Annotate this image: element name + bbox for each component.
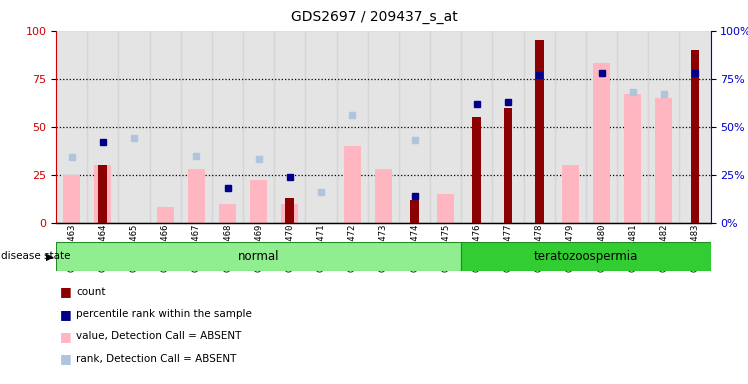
Bar — [337, 31, 368, 223]
Bar — [535, 40, 544, 223]
Bar — [617, 31, 649, 223]
Text: ■: ■ — [60, 285, 72, 298]
Bar — [462, 242, 711, 271]
Bar — [63, 175, 80, 223]
Bar — [524, 31, 555, 223]
Bar — [410, 200, 419, 223]
Bar — [375, 169, 392, 223]
Bar — [181, 31, 212, 223]
Bar — [473, 117, 481, 223]
Text: ■: ■ — [60, 308, 72, 321]
Text: GDS2697 / 209437_s_at: GDS2697 / 209437_s_at — [291, 10, 457, 23]
Bar — [88, 31, 118, 223]
Bar — [219, 204, 236, 223]
Bar — [555, 31, 586, 223]
Text: rank, Detection Call = ABSENT: rank, Detection Call = ABSENT — [76, 354, 236, 364]
Bar — [243, 31, 275, 223]
Text: teratozoospermia: teratozoospermia — [534, 250, 638, 263]
Bar — [188, 169, 205, 223]
Bar — [343, 146, 361, 223]
Bar — [56, 242, 462, 271]
Text: count: count — [76, 287, 105, 297]
Text: ■: ■ — [60, 352, 72, 365]
Bar — [368, 31, 399, 223]
Bar — [430, 31, 462, 223]
Bar — [156, 207, 174, 223]
Text: ■: ■ — [60, 330, 72, 343]
Bar — [281, 204, 298, 223]
Bar — [275, 31, 305, 223]
Bar — [99, 165, 107, 223]
Bar — [624, 94, 641, 223]
Bar — [118, 31, 150, 223]
Bar — [690, 50, 699, 223]
Text: normal: normal — [238, 250, 280, 263]
Bar — [593, 63, 610, 223]
Bar — [212, 31, 243, 223]
Bar — [649, 31, 679, 223]
Text: disease state: disease state — [1, 251, 71, 262]
Bar — [562, 165, 579, 223]
Bar — [56, 31, 88, 223]
Bar — [150, 31, 181, 223]
Text: percentile rank within the sample: percentile rank within the sample — [76, 309, 252, 319]
Bar — [399, 31, 430, 223]
Bar — [305, 31, 337, 223]
Text: value, Detection Call = ABSENT: value, Detection Call = ABSENT — [76, 331, 242, 341]
Bar — [586, 31, 617, 223]
Bar — [679, 31, 711, 223]
Bar — [503, 108, 512, 223]
Bar — [437, 194, 454, 223]
Text: ▶: ▶ — [46, 251, 55, 262]
Bar — [655, 98, 672, 223]
Bar — [286, 198, 294, 223]
Bar — [94, 165, 111, 223]
Bar — [250, 180, 267, 223]
Bar — [462, 31, 492, 223]
Bar — [492, 31, 524, 223]
